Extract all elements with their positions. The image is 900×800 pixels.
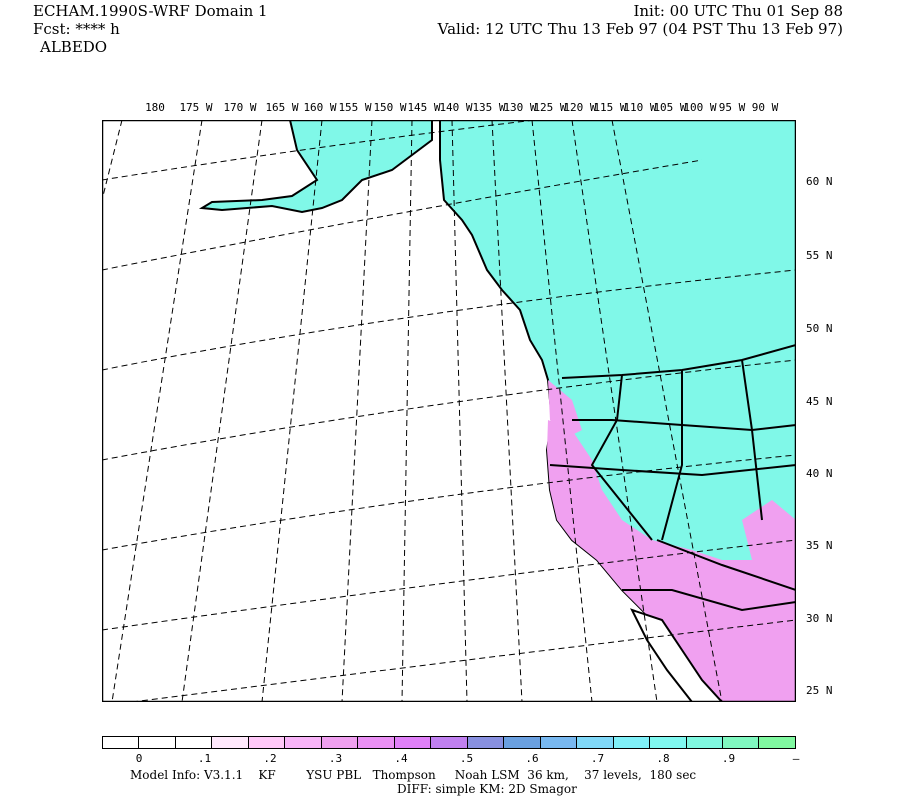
coastal-bare-land bbox=[548, 380, 582, 440]
colorbar-swatch bbox=[139, 737, 176, 748]
colorbar-swatch bbox=[248, 737, 286, 748]
longitude-label: 175 W bbox=[179, 101, 213, 114]
colorbar-label: .5 bbox=[459, 752, 474, 765]
alaska-land bbox=[198, 120, 433, 214]
colorbar-swatch bbox=[285, 737, 322, 748]
forecast-hour: Fcst: **** h bbox=[33, 20, 120, 38]
colorbar-swatch bbox=[394, 737, 432, 748]
colorbar-swatch bbox=[504, 737, 541, 748]
colorbar-label: .4 bbox=[394, 752, 408, 765]
colorbar-label: – bbox=[792, 752, 800, 765]
colorbar-label: .6 bbox=[525, 752, 539, 765]
longitude-label: 120 W bbox=[563, 101, 597, 114]
colorbar-swatch bbox=[212, 737, 249, 748]
longitude-label: 90 W bbox=[751, 101, 779, 114]
model-title: ECHAM.1990S-WRF Domain 1 bbox=[33, 2, 268, 20]
albedo-map bbox=[102, 120, 796, 702]
colorbar-swatch bbox=[650, 737, 687, 748]
colorbar-swatch bbox=[686, 737, 723, 748]
longitude-label: 165 W bbox=[265, 101, 299, 114]
colorbar-swatch bbox=[103, 737, 140, 748]
colorbar-swatch bbox=[175, 737, 213, 748]
longitude-label: 180 bbox=[145, 101, 165, 114]
colorbar-label: 0 bbox=[135, 752, 143, 765]
colorbar-swatch bbox=[540, 737, 578, 748]
latitude-label: 55 N bbox=[806, 249, 833, 262]
graticule bbox=[102, 120, 796, 702]
longitude-label: 160 W bbox=[303, 101, 337, 114]
latitude-label: 35 N bbox=[806, 539, 833, 552]
longitude-label: 105 W bbox=[653, 101, 687, 114]
longitude-label: 100 W bbox=[683, 101, 717, 114]
longitude-label: 135 W bbox=[472, 101, 506, 114]
colorbar-swatch bbox=[759, 737, 795, 748]
longitude-label: 125 W bbox=[533, 101, 567, 114]
colorbar-swatch bbox=[722, 737, 760, 748]
longitude-label: 110 W bbox=[623, 101, 657, 114]
longitude-label: 145 W bbox=[407, 101, 441, 114]
valid-time: Valid: 12 UTC Thu 13 Feb 97 (04 PST Thu … bbox=[437, 20, 843, 38]
colorbar-swatch bbox=[358, 737, 395, 748]
latitude-label: 45 N bbox=[806, 395, 833, 408]
colorbar bbox=[102, 736, 796, 749]
colorbar-label: .8 bbox=[656, 752, 670, 765]
longitude-label: 150 W bbox=[373, 101, 407, 114]
longitude-label: 155 W bbox=[338, 101, 372, 114]
longitude-label: 95 W bbox=[718, 101, 746, 114]
baja-california bbox=[630, 608, 724, 702]
colorbar-label: .7 bbox=[590, 752, 605, 765]
colorbar-label: .9 bbox=[721, 752, 736, 765]
init-time: Init: 00 UTC Thu 01 Sep 88 bbox=[633, 2, 843, 20]
colorbar-label: .1 bbox=[197, 752, 212, 765]
field-name: ALBEDO bbox=[40, 38, 108, 56]
latitude-label: 25 N bbox=[806, 684, 833, 697]
longitude-label: 170 W bbox=[223, 101, 257, 114]
colorbar-label: .2 bbox=[263, 752, 277, 765]
colorbar-swatch bbox=[431, 737, 468, 748]
colorbar-swatch bbox=[321, 737, 359, 748]
political-borders bbox=[549, 344, 796, 612]
longitude-label: 130 W bbox=[503, 101, 537, 114]
southwest-bare-land bbox=[547, 420, 796, 702]
longitude-label: 140 W bbox=[439, 101, 473, 114]
longitude-label: 115 W bbox=[593, 101, 627, 114]
latitude-label: 40 N bbox=[806, 467, 833, 480]
latitude-label: 50 N bbox=[806, 322, 833, 335]
colorbar-swatch bbox=[577, 737, 614, 748]
diffusion-info: DIFF: simple KM: 2D Smagor bbox=[397, 782, 577, 796]
latitude-label: 60 N bbox=[806, 175, 833, 188]
model-info: Model Info: V3.1.1 KF YSU PBL Thompson N… bbox=[130, 768, 697, 782]
map-frame bbox=[102, 120, 796, 702]
colorbar-label: .3 bbox=[328, 752, 343, 765]
latitude-label: 30 N bbox=[806, 612, 833, 625]
colorbar-swatch bbox=[467, 737, 505, 748]
colorbar-swatch bbox=[613, 737, 651, 748]
